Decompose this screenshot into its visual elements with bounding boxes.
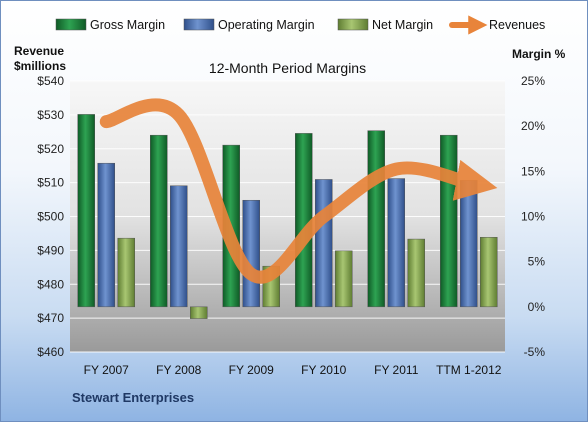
legend-swatch-net-margin [337, 18, 369, 31]
left-axis-title-line1: Revenue [14, 44, 64, 58]
legend-label: Revenues [489, 18, 545, 32]
revenues-line [99, 98, 498, 284]
left-tick-label: $530 [37, 108, 64, 122]
bar-operating-margin [97, 162, 115, 308]
bar-gross-margin [77, 114, 95, 308]
x-tick-label: FY 2007 [84, 363, 129, 377]
right-tick-label: -5% [524, 345, 546, 359]
bar-gross-margin [367, 130, 385, 308]
bar-operating-margin [315, 179, 333, 308]
right-tick-label: 20% [521, 119, 545, 133]
bar-net-margin [117, 237, 135, 308]
right-axis-title: Margin % [512, 47, 566, 61]
right-tick-label: 25% [521, 74, 545, 88]
left-tick-label: $460 [37, 345, 64, 359]
company-name: Stewart Enterprises [72, 390, 195, 405]
bar-net-margin [480, 237, 498, 308]
x-tick-label: FY 2011 [374, 363, 419, 377]
x-tick-label: TTM 1-2012 [436, 363, 502, 377]
bar-operating-margin [460, 180, 478, 308]
bar-net-margin [335, 250, 353, 308]
bar-net-margin [190, 306, 208, 319]
legend-label: Gross Margin [90, 18, 165, 32]
right-tick-label: 0% [528, 300, 546, 314]
right-tick-label: 15% [521, 164, 545, 178]
x-tick-label: FY 2009 [229, 363, 274, 377]
chart-title: 12-Month Period Margins [209, 60, 366, 76]
bar-operating-margin [387, 178, 405, 308]
left-tick-label: $480 [37, 277, 64, 291]
legend-swatch-gross-margin [55, 18, 87, 31]
left-tick-label: $510 [37, 176, 64, 190]
left-tick-label: $490 [37, 243, 64, 257]
left-axis-title-line2: $millions [14, 59, 66, 73]
bar-net-margin [407, 238, 425, 308]
right-tick-label: 10% [521, 210, 545, 224]
left-tick-label: $470 [37, 311, 64, 325]
x-tick-label: FY 2008 [156, 363, 201, 377]
bar-gross-margin [440, 134, 458, 308]
left-tick-label: $540 [37, 74, 64, 88]
bar-gross-margin [150, 134, 168, 308]
bar-gross-margin [295, 133, 313, 308]
right-tick-label: 5% [528, 255, 546, 269]
legend-label: Net Margin [372, 18, 433, 32]
left-tick-label: $520 [37, 142, 64, 156]
x-tick-label: FY 2010 [301, 363, 346, 377]
bar-operating-margin [242, 199, 260, 308]
bar-operating-margin [170, 185, 188, 308]
left-tick-label: $500 [37, 210, 64, 224]
legend-swatch-operating-margin [183, 18, 215, 31]
legend-label: Operating Margin [218, 18, 315, 32]
